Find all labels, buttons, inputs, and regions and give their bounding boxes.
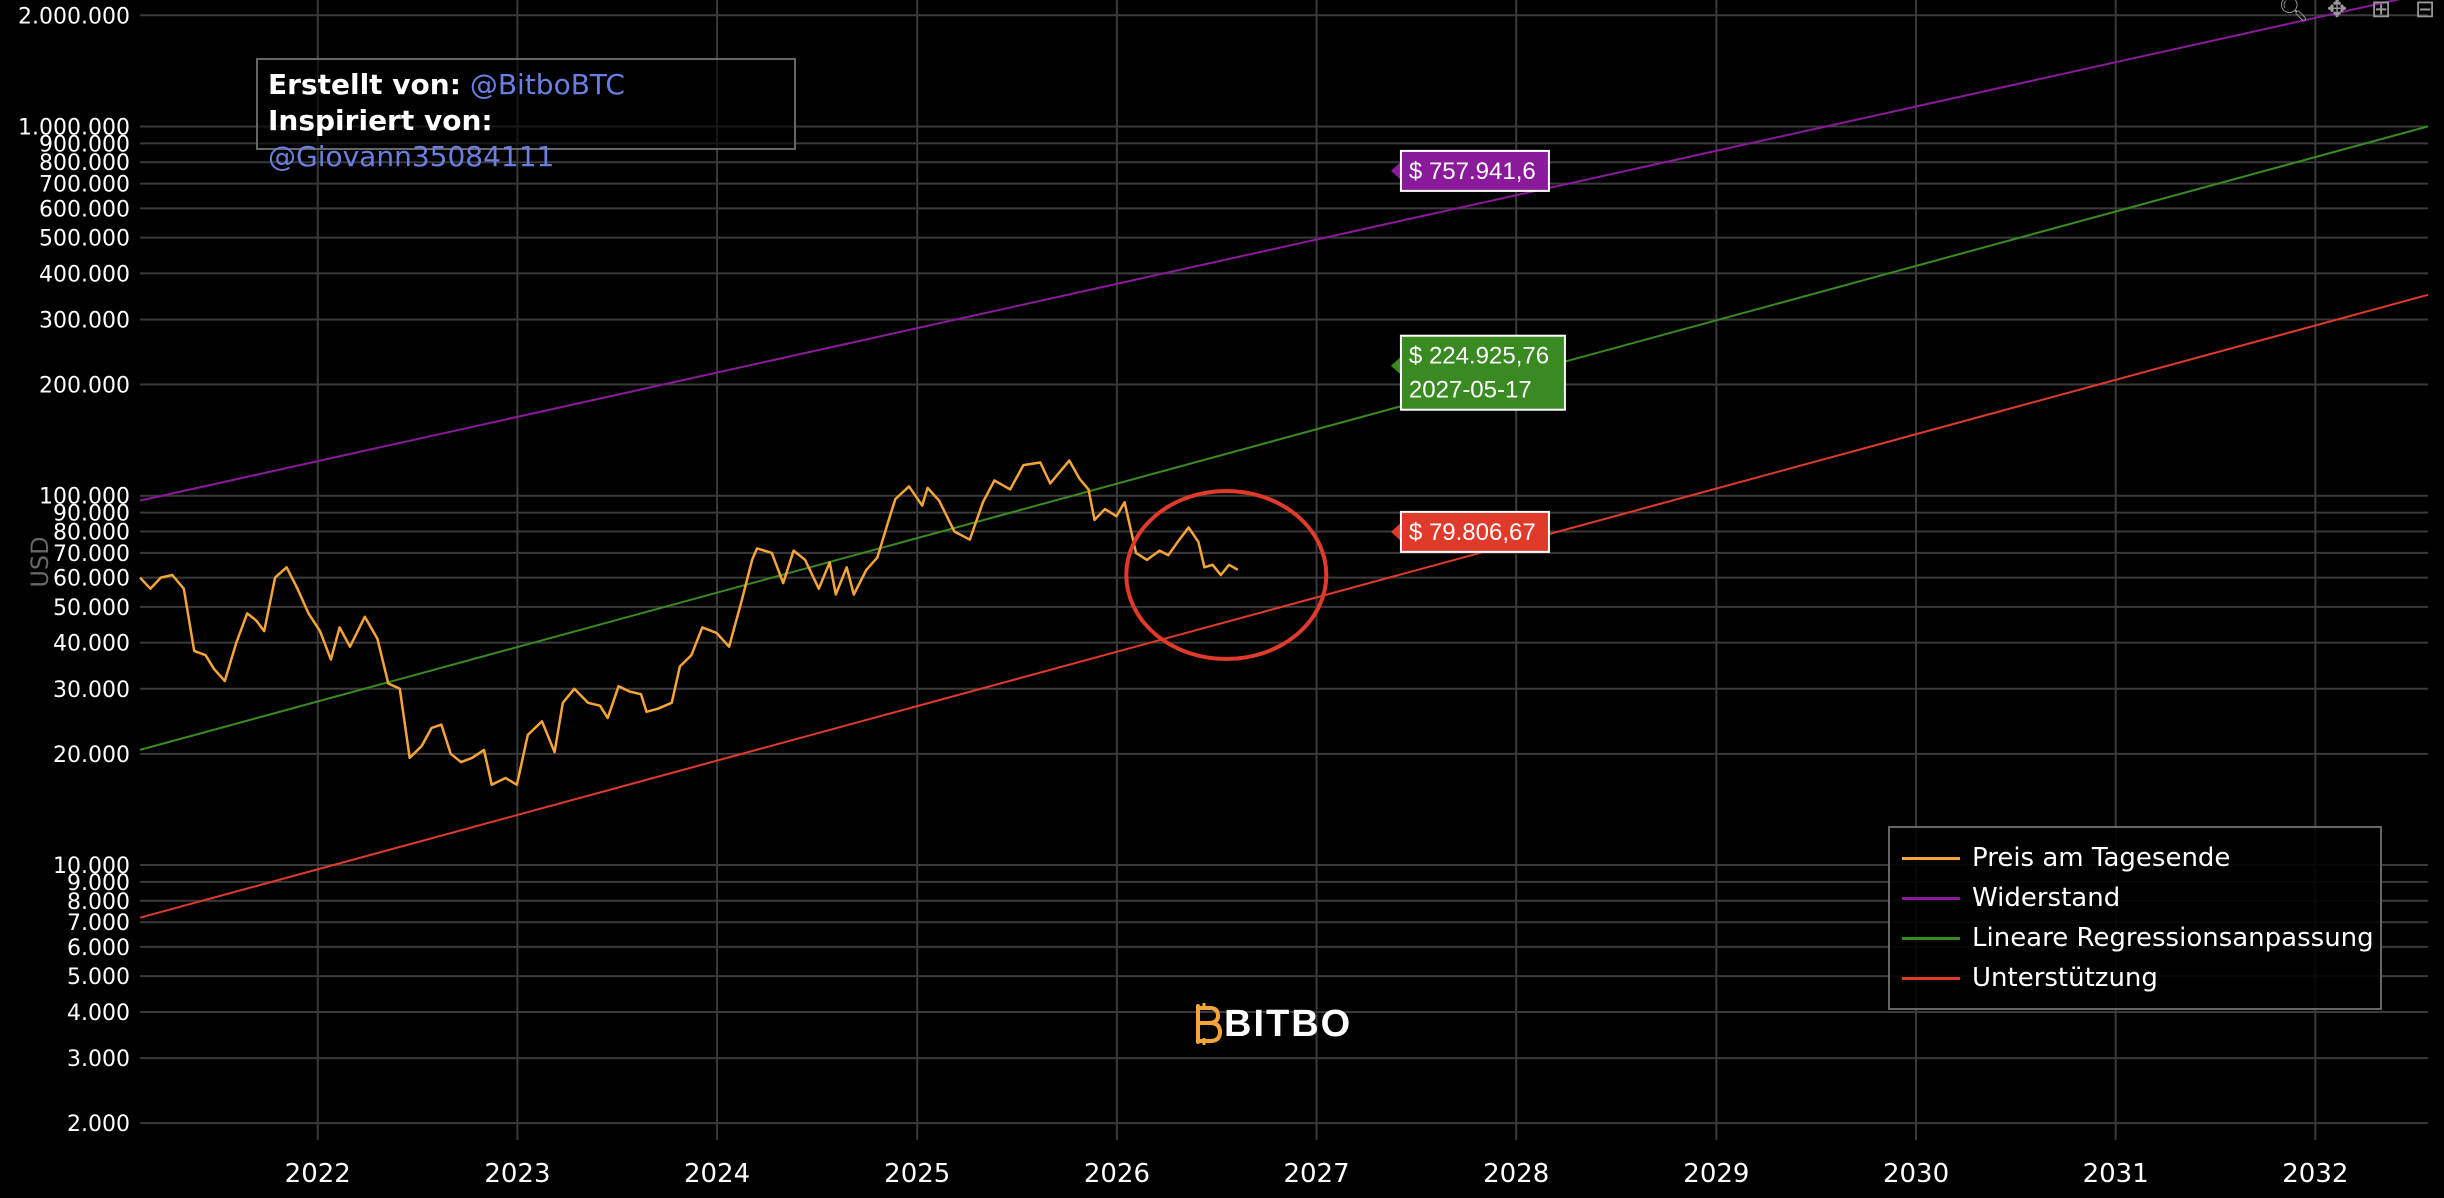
legend-swatch	[1902, 896, 1960, 900]
legend-swatch	[1902, 856, 1960, 860]
y-tick-label: 70.000	[53, 542, 130, 567]
legend-label: Preis am Tagesende	[1972, 843, 2231, 873]
x-tick-label: 2029	[1683, 1159, 1749, 1189]
legend-item[interactable]: Unterstützung	[1902, 958, 2380, 998]
legend: Preis am Tagesende Widerstand Lineare Regr…	[1888, 826, 2382, 1010]
x-tick-label: 2032	[2282, 1159, 2348, 1189]
y-tick-labels: 2.000 3.000 4.000 5.000 6.0007.0008.0009.000…	[18, 4, 130, 1137]
annotation-value: $ 757.941,6	[1409, 158, 1536, 185]
legend-label: Lineare Regressionsanpassung	[1972, 923, 2374, 953]
y-tick-label: 400.000	[39, 262, 130, 287]
inspired-by-link[interactable]: @Giovann35084111	[268, 140, 555, 173]
legend-item[interactable]: Preis am Tagesende	[1902, 838, 2380, 878]
y-tick-label: 100.000	[39, 485, 130, 510]
y-tick-label: 20.000	[53, 743, 130, 768]
y-tick-label: 9.000	[67, 871, 130, 896]
legend-item[interactable]: Widerstand	[1902, 878, 2380, 918]
series-lines	[139, 0, 2429, 919]
inspired-by-row: Inspiriert von: @Giovann35084111	[268, 103, 784, 175]
y-tick-label: 7.000	[67, 911, 130, 936]
y-tick-label: 5.000	[67, 965, 130, 990]
x-tick-label: 2022	[285, 1159, 351, 1189]
x-tick-labels: 2022 2023 2024 2025 2026 2027 2028 2029 2030 2031…	[285, 1159, 2349, 1189]
series-line-lineare-regressionsanpassung	[139, 125, 2429, 751]
legend-item[interactable]: Lineare Regressionsanpassung	[1902, 918, 2380, 958]
x-tick-label: 2023	[484, 1159, 550, 1189]
annotation-value: $ 79.806,67	[1409, 519, 1536, 546]
y-tick-label: 600.000	[39, 197, 130, 222]
y-tick-label: 10.000	[53, 854, 130, 879]
y-tick-label: 30.000	[53, 678, 130, 703]
y-tick-label: 2.000	[67, 1112, 130, 1137]
y-tick-label: 3.000	[67, 1047, 130, 1072]
highlight-ellipse	[1124, 488, 1329, 661]
y-tick-label: 1.000.000	[18, 115, 130, 140]
bitbo-logo-icon	[1196, 1003, 1223, 1045]
y-axis-label: USD	[26, 536, 54, 587]
annotation-box	[1399, 510, 1550, 553]
legend-swatch	[1902, 936, 1960, 940]
x-tick-label: 2026	[1084, 1159, 1150, 1189]
annotation-box	[1399, 334, 1566, 411]
series-line-widerstand	[139, 0, 2401, 502]
legend-swatch	[1902, 976, 1960, 980]
y-tick-label: 2.000.000	[18, 4, 130, 29]
y-tick-label: 800.000	[39, 151, 130, 176]
x-tick-label: 2025	[884, 1159, 950, 1189]
pan-icon[interactable]: ✥	[2326, 0, 2348, 23]
y-tick-label: 50.000	[53, 596, 130, 621]
chart-toolbar: 🔍︎ ✥ ⊞ ⊟	[2274, 0, 2444, 22]
inspired-by-label: Inspiriert von:	[268, 104, 493, 137]
annotation-box	[1399, 149, 1550, 192]
y-tick-label: 60.000	[53, 567, 130, 592]
y-tick-label: 500.000	[39, 227, 130, 252]
annotation-value: $ 224.925,76	[1409, 343, 1549, 370]
x-tick-label: 2031	[2083, 1159, 2149, 1189]
bitbo-logo: BITBO	[1190, 1002, 1352, 1046]
zoom-icon[interactable]: 🔍︎	[2278, 0, 2309, 23]
y-tick-label: 8.000	[67, 890, 130, 915]
created-by-label: Erstellt von:	[268, 68, 461, 101]
x-tick-label: 2030	[1883, 1159, 1949, 1189]
x-tick-label: 2028	[1483, 1159, 1549, 1189]
y-tick-label: 700.000	[39, 173, 130, 198]
y-tick-label: 6.000	[67, 936, 130, 961]
legend-label: Widerstand	[1972, 883, 2121, 913]
y-tick-label: 40.000	[53, 632, 130, 657]
annotation-pointer	[1390, 522, 1401, 541]
series-line-unterst-tzung	[139, 293, 2429, 919]
highlight-circle	[1124, 488, 1329, 661]
series-line-preis-am-tagesende	[139, 459, 1239, 786]
annotation-date: 2027-05-17	[1409, 377, 1532, 404]
legend-label: Unterstützung	[1972, 963, 2158, 993]
created-by-row: Erstellt von: @BitboBTC	[268, 67, 784, 103]
zoom-out-icon[interactable]: ⊟	[2414, 0, 2436, 23]
y-tick-label: 300.000	[39, 309, 130, 334]
zoom-in-icon[interactable]: ⊞	[2370, 0, 2392, 23]
x-tick-label: 2027	[1283, 1159, 1349, 1189]
bitbo-logo-text: BITBO	[1224, 1002, 1353, 1045]
trend-annotations: $ 757.941,6 $ 224.925,76 2027-05-17 $ 79.80…	[1390, 149, 1566, 553]
credits-box: Erstellt von: @BitboBTC Inspiriert von: …	[256, 58, 796, 173]
y-tick-label: 90.000	[53, 502, 130, 527]
y-tick-label: 80.000	[53, 521, 130, 546]
annotation-pointer	[1390, 356, 1401, 375]
y-tick-label: 200.000	[39, 374, 130, 399]
y-tick-label: 4.000	[67, 1001, 130, 1026]
created-by-link[interactable]: @BitboBTC	[469, 68, 625, 101]
x-tick-label: 2024	[684, 1159, 750, 1189]
annotation-pointer	[1390, 161, 1401, 180]
y-tick-label: 900.000	[39, 132, 130, 157]
